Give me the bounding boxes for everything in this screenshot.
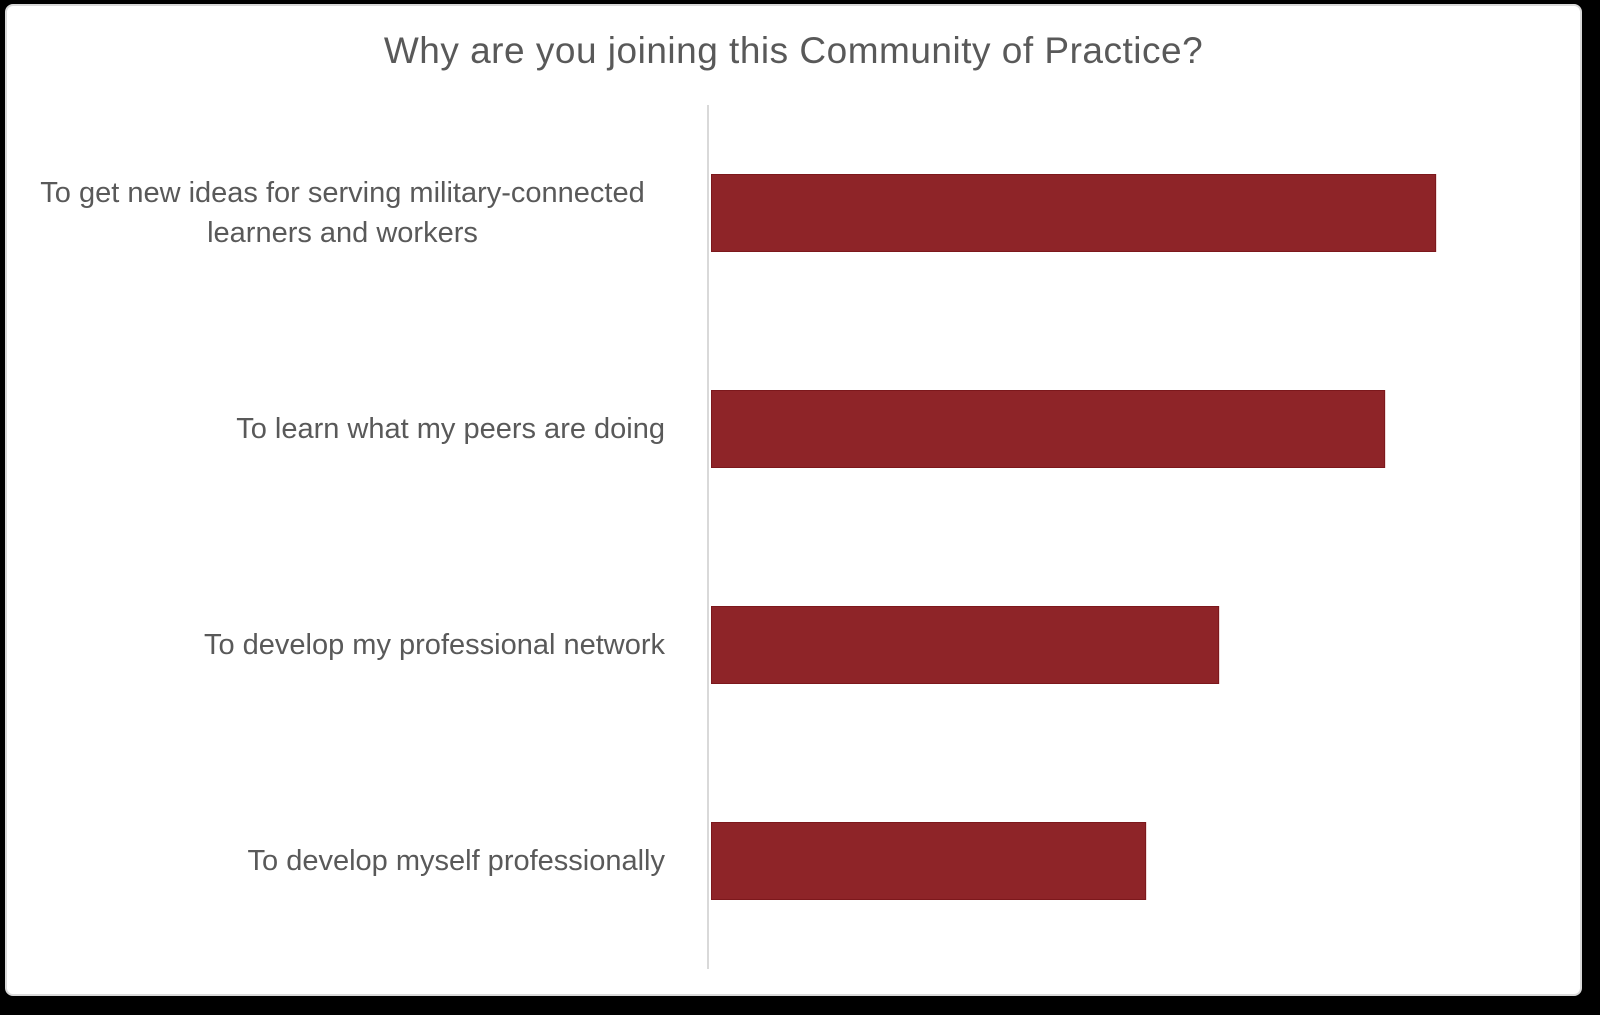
- bar-learn-peers: [711, 390, 1385, 468]
- category-label: To develop my professional network: [203, 628, 665, 661]
- bar-develop-professionally: [711, 822, 1146, 900]
- category-label: To learn what my peers are doing: [236, 412, 665, 445]
- category-label-cell: To develop my professional network: [7, 625, 707, 665]
- bar-professional-network: [711, 606, 1219, 684]
- bar-row: To develop myself professionally: [7, 753, 1580, 969]
- category-label-cell: To learn what my peers are doing: [7, 409, 707, 449]
- bar-row: To develop my professional network: [7, 537, 1580, 753]
- category-label: To develop myself professionally: [247, 844, 665, 877]
- bar-row: To get new ideas for serving military-co…: [7, 105, 1580, 321]
- bar-row: To learn what my peers are doing: [7, 321, 1580, 537]
- category-label-cell: To get new ideas for serving military-co…: [7, 173, 707, 253]
- plot-area: To get new ideas for serving military-co…: [7, 105, 1580, 969]
- category-label-cell: To develop myself professionally: [7, 841, 707, 881]
- chart-card: Why are you joining this Community of Pr…: [5, 4, 1582, 996]
- bar-new-ideas: [711, 174, 1436, 252]
- category-label: To get new ideas for serving military-co…: [40, 176, 645, 249]
- chart-title: Why are you joining this Community of Pr…: [383, 30, 1204, 71]
- category-axis-line: [707, 105, 709, 969]
